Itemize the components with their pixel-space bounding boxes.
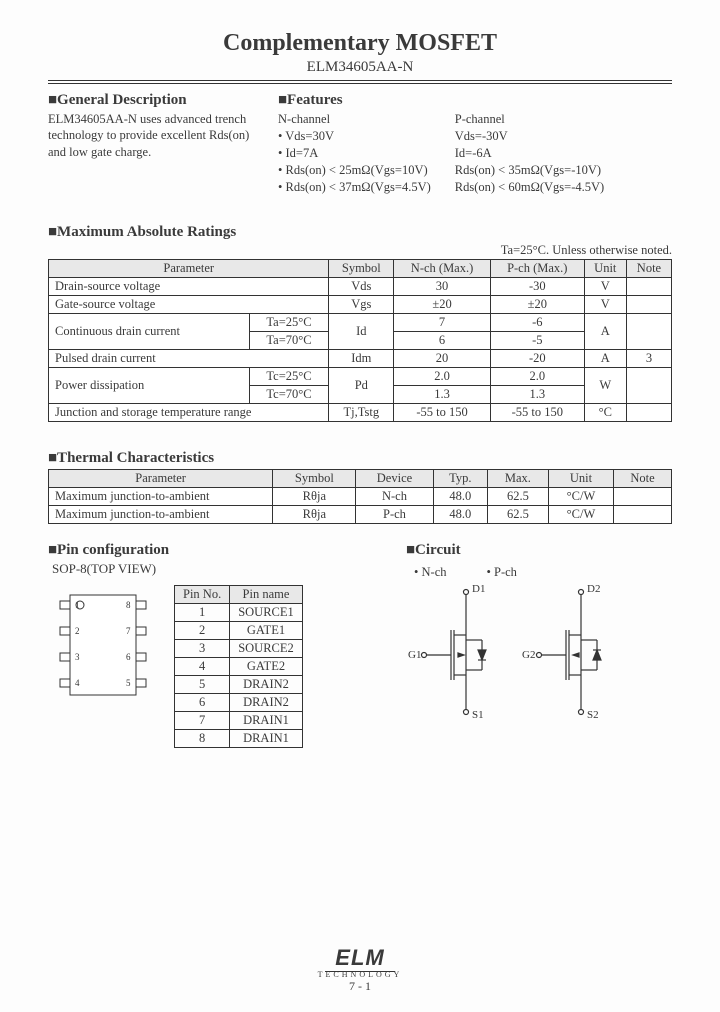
svg-text:2: 2 bbox=[75, 626, 80, 636]
pin-config-section: ■Pin configuration SOP-8(TOP VIEW) 1 8 2 7 bbox=[48, 542, 368, 748]
table-header: Parameter Symbol N-ch (Max.) P-ch (Max.)… bbox=[49, 260, 672, 278]
pin-table: Pin No.Pin name 1SOURCE1 2GATE1 3SOURCE2… bbox=[174, 585, 303, 748]
page: Complementary MOSFET ELM34605AA-N ■Gener… bbox=[0, 0, 720, 1012]
svg-text:8: 8 bbox=[126, 600, 131, 610]
feature-item: • Rds(on) < 37mΩ(Vgs=4.5V) bbox=[278, 179, 431, 196]
page-number: 7 - 1 bbox=[0, 979, 720, 994]
thermal-section: ■Thermal Characteristics Parameter Symbo… bbox=[48, 450, 672, 524]
intro-row: ■General Description ELM34605AA-N uses a… bbox=[48, 92, 672, 195]
feature-item: Rds(on) < 60mΩ(Vgs=-4.5V) bbox=[455, 179, 604, 196]
package-label: SOP-8(TOP VIEW) bbox=[52, 561, 368, 577]
bottom-row: ■Pin configuration SOP-8(TOP VIEW) 1 8 2 7 bbox=[48, 542, 672, 748]
svg-text:3: 3 bbox=[75, 652, 80, 662]
svg-text:G2: G2 bbox=[522, 649, 535, 661]
feature-item: Vds=-30V bbox=[455, 128, 604, 145]
thermal-table: Parameter Symbol Device Typ. Max. Unit N… bbox=[48, 469, 672, 524]
svg-text:G1: G1 bbox=[408, 649, 421, 661]
heading: ■Features bbox=[278, 92, 672, 109]
features-nch: N-channel • Vds=30V • Id=7A • Rds(on) < … bbox=[278, 111, 431, 195]
package-diagram-icon: 1 8 2 7 3 6 4 5 bbox=[48, 585, 158, 705]
label: N-channel bbox=[278, 111, 431, 128]
th: Unit bbox=[584, 260, 626, 278]
ratings-section: ■Maximum Absolute Ratings Ta=25°C. Unles… bbox=[48, 223, 672, 422]
divider bbox=[48, 80, 672, 84]
pch-label: • P-ch bbox=[487, 565, 517, 580]
svg-text:5: 5 bbox=[126, 678, 131, 688]
doc-title: Complementary MOSFET bbox=[48, 30, 672, 57]
table-header: Parameter Symbol Device Typ. Max. Unit N… bbox=[49, 470, 672, 488]
svg-text:S2: S2 bbox=[587, 709, 599, 721]
circuit-section: ■Circuit • N-ch • P-ch bbox=[406, 542, 672, 748]
svg-text:6: 6 bbox=[126, 652, 131, 662]
feature-item: • Id=7A bbox=[278, 145, 431, 162]
features-pch: P-channel Vds=-30V Id=-6A Rds(on) < 35mΩ… bbox=[455, 111, 604, 195]
th: N-ch (Max.) bbox=[394, 260, 491, 278]
svg-text:1: 1 bbox=[75, 600, 80, 610]
doc-subtitle: ELM34605AA-N bbox=[48, 59, 672, 76]
table-row: Gate-source voltage Vgs ±20 ±20 V bbox=[49, 296, 672, 314]
th: P-ch (Max.) bbox=[490, 260, 584, 278]
ratings-table: Parameter Symbol N-ch (Max.) P-ch (Max.)… bbox=[48, 259, 672, 422]
features: ■Features N-channel • Vds=30V • Id=7A • … bbox=[278, 92, 672, 195]
th: Parameter bbox=[49, 260, 329, 278]
th: Symbol bbox=[329, 260, 394, 278]
table-row: Pulsed drain current Idm 20 -20 A 3 bbox=[49, 350, 672, 368]
footer: ELM TECHNOLOGY 7 - 1 bbox=[0, 945, 720, 994]
table-row: Continuous drain current Ta=25°C Id 7 -6… bbox=[49, 314, 672, 332]
general-description: ■General Description ELM34605AA-N uses a… bbox=[48, 92, 258, 195]
brand-logo: ELM bbox=[325, 945, 394, 972]
brand-sub: TECHNOLOGY bbox=[0, 970, 720, 979]
th: Note bbox=[626, 260, 671, 278]
feature-item: • Vds=30V bbox=[278, 128, 431, 145]
heading: ■Maximum Absolute Ratings bbox=[48, 224, 236, 241]
feature-item: Id=-6A bbox=[455, 145, 604, 162]
condition-note: Ta=25°C. Unless otherwise noted. bbox=[48, 243, 672, 258]
heading: ■Pin configuration bbox=[48, 542, 368, 559]
table-row: Maximum junction-to-ambient Rθja N-ch 48… bbox=[49, 488, 672, 506]
feature-item: • Rds(on) < 25mΩ(Vgs=10V) bbox=[278, 162, 431, 179]
nch-label: • N-ch bbox=[414, 565, 447, 580]
circuit-diagram-icon: D1 G1 S1 D2 G2 S2 bbox=[406, 580, 636, 730]
table-row: Drain-source voltage Vds 30 -30 V bbox=[49, 278, 672, 296]
svg-text:4: 4 bbox=[75, 678, 80, 688]
svg-text:7: 7 bbox=[126, 626, 131, 636]
svg-text:D1: D1 bbox=[472, 583, 485, 595]
heading: ■Circuit bbox=[406, 542, 672, 559]
heading: ■Thermal Characteristics bbox=[48, 450, 672, 467]
svg-text:D2: D2 bbox=[587, 583, 600, 595]
table-row: Junction and storage temperature range T… bbox=[49, 404, 672, 422]
table-row: Power dissipation Tc=25°C Pd 2.0 2.0 W bbox=[49, 368, 672, 386]
body-text: ELM34605AA-N uses advanced trench techno… bbox=[48, 111, 258, 160]
table-row: Maximum junction-to-ambient Rθja P-ch 48… bbox=[49, 506, 672, 524]
svg-text:S1: S1 bbox=[472, 709, 484, 721]
feature-item: Rds(on) < 35mΩ(Vgs=-10V) bbox=[455, 162, 604, 179]
label: P-channel bbox=[455, 111, 604, 128]
heading: ■General Description bbox=[48, 92, 258, 109]
